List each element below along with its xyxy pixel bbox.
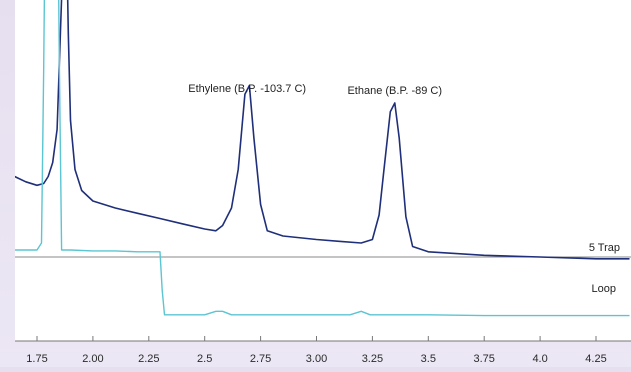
x-tick-label: 3.25 [362, 353, 383, 365]
x-tick-label: 3.00 [306, 353, 327, 365]
series-label-loop: Loop [592, 283, 616, 295]
x-tick-label: 2.75 [250, 353, 271, 365]
x-tick-label: 4.25 [585, 353, 606, 365]
x-tick-label: 4.0 [532, 353, 547, 365]
x-tick-label: 3.75 [473, 353, 494, 365]
plot-background [15, 0, 631, 341]
series-label-5-trap: 5 Trap [589, 242, 620, 254]
x-tick-label: 1.75 [26, 353, 47, 365]
peak-annotation: Ethylene (B.P. -103.7 C) [188, 83, 306, 95]
series-group [15, 0, 630, 317]
x-tick-label: 2.00 [82, 353, 103, 365]
series-line-loop [15, 0, 630, 317]
peak-annotation: Ethane (B.P. -89 C) [347, 85, 442, 97]
x-tick-label: 2.25 [138, 353, 159, 365]
x-tick-label: 3.5 [421, 353, 436, 365]
annotation-group: Ethylene (B.P. -103.7 C) Ethane (B.P. -89… [188, 83, 620, 295]
x-axis: 1.75 2.00 2.25 2.5 2.75 3.00 3.25 3.5 3.75 4.0 4.2… [15, 336, 631, 365]
x-tick-label: 2.5 [197, 353, 212, 365]
series-line-5-trap [15, 0, 630, 260]
